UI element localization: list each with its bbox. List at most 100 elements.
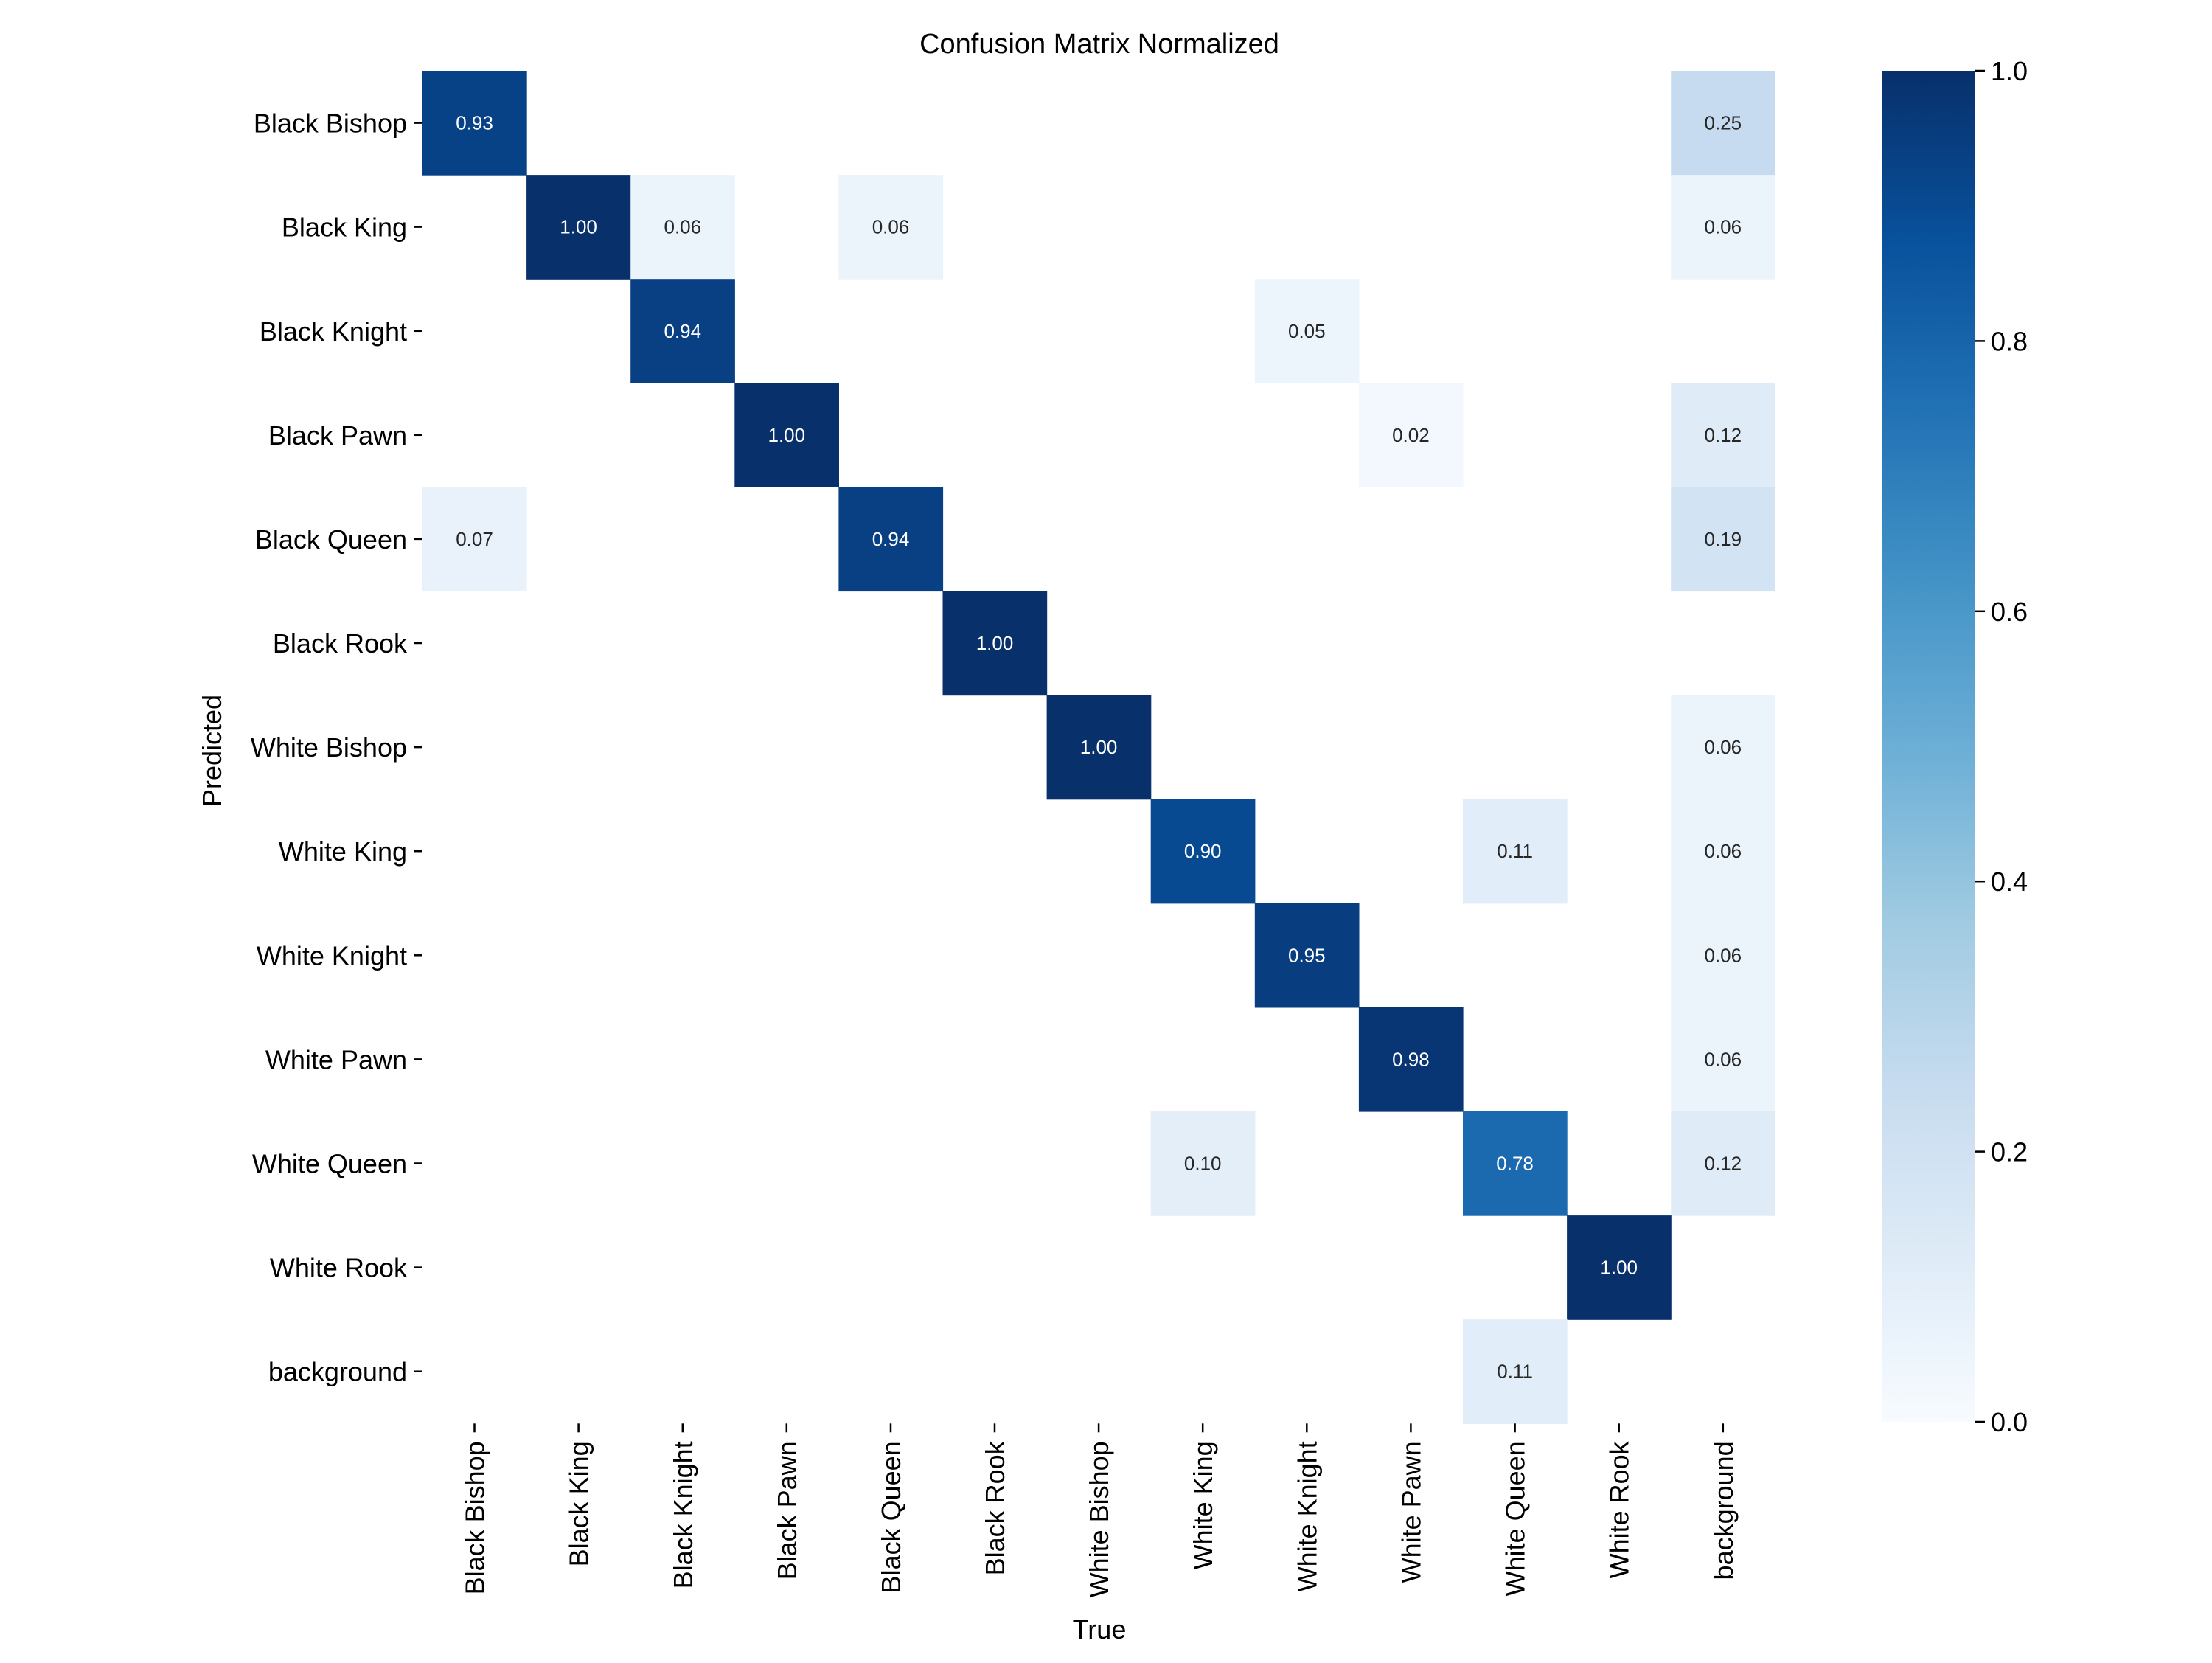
- heatmap-cell: [838, 175, 944, 280]
- heatmap-cell-label: 0.78: [1496, 1153, 1534, 1175]
- heatmap-cell: [1463, 1319, 1568, 1424]
- colorbar-tick-label: 0.6: [1991, 597, 2028, 627]
- x-tick-label: Black Knight: [668, 1441, 698, 1589]
- heatmap-cell: [838, 487, 944, 592]
- y-tick-label: White Bishop: [251, 732, 407, 763]
- heatmap-cell: [630, 279, 735, 383]
- x-tick-label: White King: [1188, 1441, 1218, 1569]
- heatmap-cell: [526, 175, 631, 280]
- heatmap-cell-label: 0.94: [872, 528, 910, 550]
- colorbar-tick-label: 0.8: [1991, 326, 2028, 356]
- heatmap-cell-label: 0.95: [1288, 944, 1326, 966]
- x-tick-label: Black Pawn: [772, 1441, 802, 1580]
- heatmap-cell-label: 0.07: [456, 528, 493, 550]
- heatmap-cell-label: 1.00: [1080, 736, 1118, 758]
- colorbar-tick-label: 0.2: [1991, 1137, 2028, 1167]
- heatmap-cell: [1671, 487, 1775, 592]
- heatmap-cell: [1671, 71, 1775, 176]
- y-tick-label: White Queen: [252, 1149, 407, 1179]
- y-tick-label: White Rook: [270, 1253, 408, 1283]
- heatmap-cell: [1671, 1007, 1775, 1112]
- heatmap-cell-label: 0.11: [1497, 1361, 1533, 1383]
- heatmap-cell-label: 0.10: [1184, 1153, 1222, 1175]
- heatmap-cell: [630, 175, 735, 280]
- heatmap-cell: [1150, 1111, 1256, 1216]
- y-tick-label: Black Pawn: [268, 420, 407, 451]
- heatmap-cell-label: 1.00: [1600, 1257, 1638, 1279]
- heatmap-cell: [1358, 383, 1464, 487]
- x-tick-label: White Rook: [1604, 1440, 1635, 1578]
- x-axis-label: True: [1073, 1614, 1127, 1645]
- heatmap-cell-label: 0.12: [1704, 424, 1742, 446]
- heatmap-cell-label: 0.94: [664, 320, 701, 342]
- heatmap-cell: [734, 383, 839, 487]
- heatmap-cell: [1567, 1215, 1672, 1320]
- colorbar: 0.0 0.2 0.4 0.6 0.8 1.0: [1882, 56, 2028, 1437]
- heatmap-cell-label: 0.06: [1704, 216, 1742, 238]
- heatmap-cell-label: 1.00: [560, 216, 597, 238]
- heatmap-cell-label: 0.25: [1704, 112, 1742, 134]
- y-tick-label: White King: [279, 836, 407, 867]
- colorbar-gradient: [1882, 71, 1975, 1422]
- heatmap-cell-labels: 0.93 0.25 1.00 0.06 0.06 0.06 0.94 0.05 1.00 0.02…: [456, 112, 1742, 1383]
- heatmap-cell: [1671, 903, 1775, 1008]
- heatmap-cell-label: 0.06: [1704, 736, 1742, 758]
- colorbar-tick-label: 0.0: [1991, 1407, 2028, 1437]
- heatmap-cell: [1046, 695, 1152, 800]
- heatmap-cell: [1671, 799, 1775, 904]
- heatmap-cell-label: 0.06: [1704, 840, 1742, 862]
- heatmap-cell-label: 1.00: [768, 424, 805, 446]
- heatmap-cell-label: 0.11: [1497, 840, 1533, 862]
- x-tick-label: Black Rook: [980, 1440, 1010, 1575]
- y-tick-label: Black Rook: [273, 628, 408, 659]
- heatmap-cell: [1671, 695, 1775, 800]
- heatmap-cell: [1254, 279, 1360, 383]
- x-tick-label: White Knight: [1292, 1441, 1322, 1591]
- x-tick-label: White Pawn: [1396, 1441, 1426, 1583]
- x-tick-label: White Bishop: [1084, 1441, 1114, 1597]
- chart-title: Confusion Matrix Normalized: [919, 29, 1279, 60]
- heatmap-cell-label: 0.06: [664, 216, 701, 238]
- heatmap-cell-label: 0.12: [1704, 1153, 1742, 1175]
- heatmap-cell: [1463, 799, 1568, 904]
- x-tick-label: Black King: [564, 1441, 594, 1566]
- x-tick-label: background: [1708, 1441, 1739, 1580]
- heatmap-cell: [942, 591, 1048, 696]
- heatmap-cell-label: 0.93: [456, 112, 493, 134]
- colorbar-tick-label: 1.0: [1991, 56, 2028, 86]
- heatmap-cell-label: 1.00: [976, 632, 1014, 654]
- heatmap-cell-label: 0.06: [1704, 1048, 1742, 1070]
- heatmap-cell: [1254, 903, 1360, 1008]
- y-tick-label: Black Knight: [260, 316, 407, 347]
- x-tick-label: Black Queen: [876, 1441, 906, 1593]
- heatmap-cell-label: 0.06: [1704, 944, 1742, 966]
- heatmap-cell: [1150, 799, 1256, 904]
- heatmap-cell-label: 0.02: [1392, 424, 1430, 446]
- y-tick-label: background: [268, 1357, 407, 1387]
- heatmap-cell: [1671, 175, 1775, 280]
- y-axis-ticks: Black Bishop Black King Black Knight Black …: [251, 108, 422, 1387]
- heatmap-cell-label: 0.19: [1704, 528, 1742, 550]
- heatmap-cell: [1671, 1111, 1775, 1216]
- heatmap-cell: [1358, 1007, 1464, 1112]
- heatmap-cell-label: 0.90: [1184, 840, 1222, 862]
- heatmap-cell: [422, 487, 527, 592]
- heatmap-cell-label: 0.98: [1392, 1048, 1430, 1070]
- heatmap-cell: [1671, 383, 1775, 487]
- y-tick-label: White Pawn: [265, 1044, 407, 1074]
- y-axis-label: Predicted: [197, 695, 227, 807]
- heatmap-cell-label: 0.06: [872, 216, 910, 238]
- y-tick-label: Black Queen: [255, 524, 407, 555]
- colorbar-tick-label: 0.4: [1991, 867, 2028, 897]
- heatmap-cell: [1463, 1111, 1568, 1216]
- x-tick-label: Black Bishop: [460, 1441, 490, 1594]
- y-tick-label: Black King: [282, 212, 407, 243]
- heatmap-cell-label: 0.05: [1288, 320, 1326, 342]
- heatmap-cells: [422, 71, 1775, 1424]
- x-tick-label: White Queen: [1500, 1441, 1531, 1596]
- heatmap-cell: [422, 71, 527, 176]
- y-tick-label: Black Bishop: [254, 108, 407, 139]
- y-tick-label: White Knight: [257, 940, 407, 971]
